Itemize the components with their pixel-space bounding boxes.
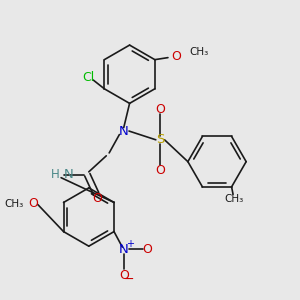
Text: N: N — [63, 168, 73, 181]
Text: N: N — [119, 243, 129, 256]
Text: Cl: Cl — [82, 70, 94, 84]
Text: −: − — [124, 273, 134, 286]
Text: O: O — [142, 243, 152, 256]
Text: O: O — [155, 164, 165, 177]
Text: CH₃: CH₃ — [4, 199, 23, 209]
Text: H: H — [51, 168, 60, 181]
Text: S: S — [156, 133, 164, 146]
Text: O: O — [155, 103, 165, 116]
Text: N: N — [119, 124, 129, 138]
Text: CH₃: CH₃ — [225, 194, 244, 204]
Text: CH₃: CH₃ — [190, 47, 209, 57]
Text: O: O — [93, 192, 103, 205]
Text: O: O — [172, 50, 182, 63]
Text: O: O — [28, 197, 38, 210]
Text: +: + — [126, 239, 134, 249]
Text: O: O — [119, 269, 129, 282]
